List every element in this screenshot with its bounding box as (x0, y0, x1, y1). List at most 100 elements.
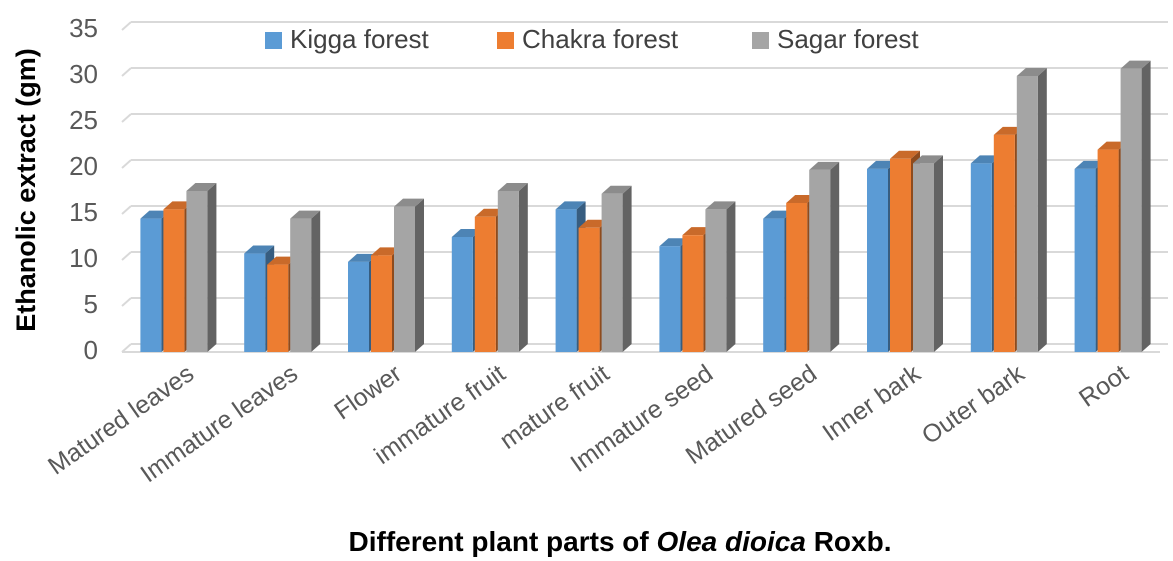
bar-front (555, 209, 577, 352)
bar-top (290, 210, 321, 219)
y-tick-label: 35 (69, 13, 98, 43)
bar-side (830, 161, 840, 352)
grid-line (121, 251, 132, 261)
legend-swatch (497, 32, 514, 49)
bar-front (970, 163, 992, 352)
bar-side (311, 210, 321, 352)
bar-top (1016, 68, 1047, 76)
bar-front (705, 209, 727, 352)
bar-top (1097, 141, 1128, 150)
bar-top (267, 256, 298, 265)
bar-top (705, 201, 736, 210)
bar-front (497, 191, 519, 352)
bar (705, 201, 736, 352)
bar-front (267, 264, 289, 352)
bar-front (682, 235, 704, 352)
bar-front (659, 246, 681, 352)
grid-line (121, 343, 132, 353)
bar-top (394, 198, 424, 207)
y-tick-label: 20 (69, 151, 98, 181)
bar-front (186, 191, 208, 352)
bar-front (394, 206, 415, 352)
legend-label: Sagar forest (777, 24, 919, 54)
bar-side (726, 201, 736, 352)
y-tick-label: 30 (69, 59, 98, 89)
bar-top (867, 160, 897, 169)
bar-top (348, 253, 378, 262)
bar-top (555, 201, 586, 210)
x-label-part: Olea dioica (657, 526, 806, 557)
bar-top (913, 155, 943, 164)
bar-top (474, 208, 505, 217)
bar-front (348, 261, 369, 352)
bar-top (993, 126, 1024, 135)
grid-line (121, 21, 132, 31)
bar-top (451, 229, 482, 237)
bar-front (867, 168, 888, 352)
bar-front (1016, 76, 1038, 352)
bar-front (786, 202, 808, 352)
bar-top (890, 150, 920, 159)
bar-front (993, 134, 1015, 352)
bar-front (601, 193, 623, 352)
bar-front (890, 158, 911, 352)
bar-side (1037, 68, 1047, 352)
grid-line (121, 113, 132, 123)
bar-top (140, 210, 171, 219)
bar-top (244, 245, 275, 254)
bar (186, 183, 217, 352)
bar-front (763, 218, 785, 352)
bar-top (497, 183, 528, 191)
legend-label: Chakra forest (522, 24, 679, 54)
y-tick-label: 0 (84, 335, 98, 365)
bar-top (601, 185, 632, 194)
y-tick-label: 25 (69, 105, 98, 135)
bar-front (371, 255, 392, 352)
bar-front (913, 163, 934, 352)
grid-line (121, 67, 132, 77)
bar (1016, 68, 1047, 352)
bar-front (140, 218, 162, 352)
bar-side (415, 198, 424, 352)
grid-line (121, 297, 132, 307)
bar-top (163, 201, 194, 210)
bar-side (518, 183, 528, 352)
bar-top (186, 183, 217, 191)
y-tick-label: 15 (69, 197, 98, 227)
bar (601, 185, 632, 352)
bar-top (1120, 60, 1151, 69)
bar-front (451, 237, 473, 352)
x-tick-label: Flower (329, 359, 407, 425)
y-tick-label: 10 (69, 243, 98, 273)
x-axis-label: Different plant parts of Olea dioica Rox… (349, 526, 892, 557)
x-tick-label: Root (1074, 359, 1133, 412)
bar (809, 161, 840, 352)
bar-side (207, 183, 217, 352)
x-label-part: Roxb. (806, 526, 892, 557)
bar-side (1141, 60, 1151, 352)
bar-front (1074, 168, 1096, 352)
bar-front (244, 253, 266, 352)
x-tick-label: Inner bark (817, 359, 926, 447)
bar-front (163, 209, 185, 352)
bar-top (763, 210, 794, 219)
legend-label: Kigga forest (290, 24, 430, 54)
grid-line (121, 159, 132, 169)
bar-front (1120, 68, 1142, 352)
bar-top (970, 155, 1001, 164)
bar (394, 198, 424, 352)
bar-side (934, 155, 943, 352)
legend-swatch (752, 32, 769, 49)
bar-top (659, 238, 690, 247)
bar-front (578, 227, 600, 352)
grid-line (121, 205, 132, 215)
bar-top (682, 227, 713, 236)
bar (1120, 60, 1151, 352)
x-tick-label: Outer bark (917, 359, 1030, 450)
bar-top (1074, 160, 1105, 169)
y-tick-label: 5 (84, 289, 98, 319)
bar-top (786, 194, 817, 203)
bar-top (578, 219, 609, 228)
bar-front (809, 169, 831, 352)
bar-top (809, 161, 840, 170)
